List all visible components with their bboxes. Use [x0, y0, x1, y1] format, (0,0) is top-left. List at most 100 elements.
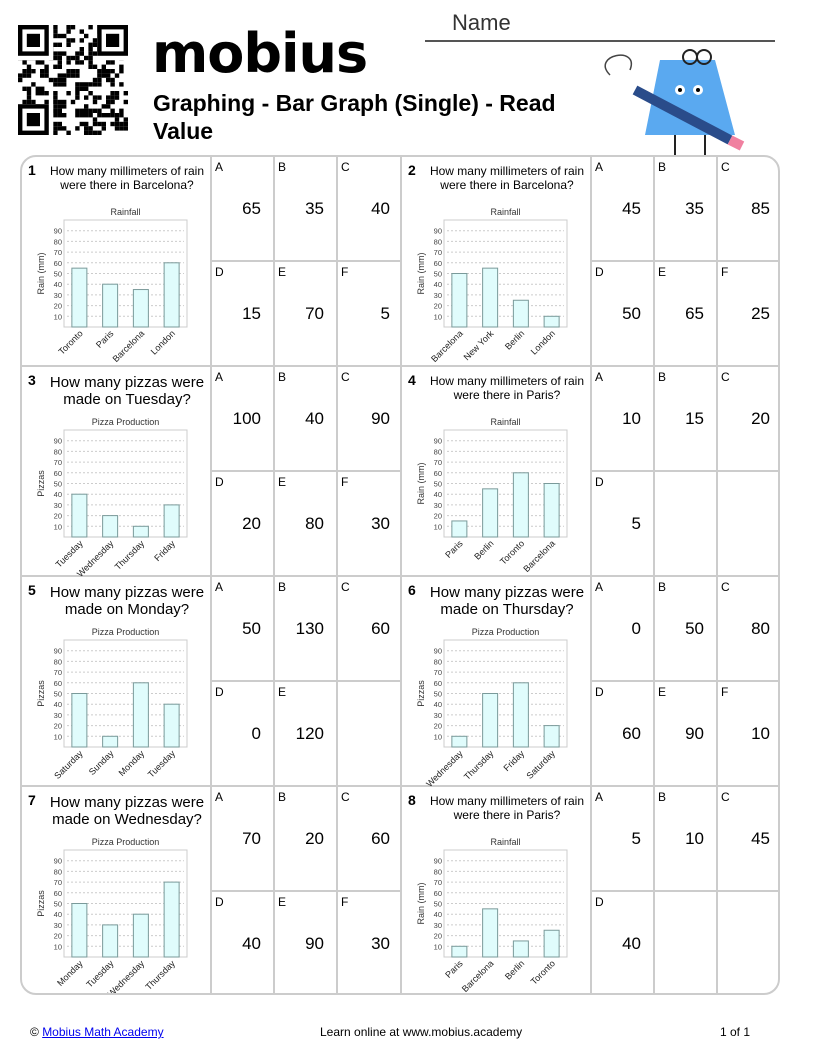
option-letter: F	[341, 895, 349, 909]
y-tick-label: 30	[434, 711, 442, 720]
answer-option-b[interactable]: B 40	[275, 367, 338, 472]
y-tick-label: 40	[54, 910, 62, 919]
answer-option-b[interactable]: B 10	[655, 787, 718, 892]
academy-link[interactable]: Mobius Math Academy	[42, 1025, 164, 1039]
question-text: How many pizzas were made on Wednesday?	[49, 794, 205, 828]
option-value: 80	[751, 619, 770, 638]
answer-option-d[interactable]: D 60	[592, 682, 655, 787]
y-tick-label: 20	[434, 932, 442, 941]
answer-option-b[interactable]: B 50	[655, 577, 718, 682]
question-panel: 3 How many pizzas were made on Tuesday? Pi…	[22, 367, 212, 577]
option-letter: A	[215, 790, 224, 804]
y-tick-label: 30	[434, 921, 442, 930]
answer-option-d[interactable]: D 20	[212, 472, 275, 577]
answer-option-f[interactable]: F 30	[338, 892, 402, 993]
answer-option-d[interactable]: D 15	[212, 262, 275, 367]
answer-option-e[interactable]: E 90	[275, 892, 338, 993]
y-axis-label: Rain (mm)	[416, 882, 426, 924]
answer-option-e[interactable]: E 70	[275, 262, 338, 367]
answer-option-a[interactable]: A 65	[212, 157, 275, 262]
answer-option-f[interactable]: F 25	[718, 262, 778, 367]
answer-option-c[interactable]: C 20	[718, 367, 778, 472]
option-letter: C	[341, 370, 350, 384]
answer-option-d[interactable]: D 40	[212, 892, 275, 993]
x-tick-label: Thursday	[462, 748, 496, 782]
option-value: 5	[631, 514, 641, 533]
option-letter: B	[658, 160, 667, 174]
option-value: 25	[751, 304, 770, 323]
answer-option-a[interactable]: A 100	[212, 367, 275, 472]
answer-option-b[interactable]: B 15	[655, 367, 718, 472]
option-value: 10	[622, 409, 641, 428]
answer-option-b[interactable]: B 130	[275, 577, 338, 682]
question-text: How many pizzas were made on Monday?	[49, 584, 205, 618]
y-tick-label: 20	[54, 932, 62, 941]
y-axis-label: Pizzas	[416, 680, 426, 707]
answer-option-e[interactable]: E 120	[275, 682, 338, 787]
bar-tuesday	[163, 703, 180, 748]
mascot-illustration	[604, 49, 745, 155]
answer-option-b[interactable]: B 35	[655, 157, 718, 262]
y-tick-label: 80	[54, 447, 62, 456]
y-tick-label: 60	[434, 259, 442, 268]
y-tick-label: 10	[434, 312, 442, 321]
option-value: 0	[251, 724, 261, 743]
answer-option-c[interactable]: C 60	[338, 577, 402, 682]
question-3: 3 How many pizzas were made on Tuesday? Pi…	[22, 367, 402, 577]
option-value: 65	[242, 199, 261, 218]
y-axis-label: Rain (mm)	[416, 462, 426, 504]
x-tick-label: Berlin	[503, 328, 526, 351]
name-field[interactable]	[425, 40, 775, 42]
answer-option-d[interactable]: D 50	[592, 262, 655, 367]
option-letter: C	[341, 790, 350, 804]
option-letter: B	[278, 370, 287, 384]
answer-options: A 70 B 20 C 60 D 40 E 90 F 30	[212, 787, 402, 993]
option-letter: C	[341, 160, 350, 174]
option-value: 70	[305, 304, 324, 323]
answer-option-d[interactable]: D 40	[592, 892, 655, 993]
answer-option-e[interactable]: E 80	[275, 472, 338, 577]
option-letter: D	[595, 895, 604, 909]
answer-option-c[interactable]: C 90	[338, 367, 402, 472]
answer-option-a[interactable]: A 45	[592, 157, 655, 262]
x-tick-label: Monday	[117, 748, 147, 778]
answer-option-e[interactable]: E 90	[655, 682, 718, 787]
x-tick-label: Tuesday	[146, 748, 178, 780]
answer-option-b[interactable]: B 35	[275, 157, 338, 262]
answer-option-a[interactable]: A 50	[212, 577, 275, 682]
answer-option-c[interactable]: C 85	[718, 157, 778, 262]
y-tick-label: 60	[54, 259, 62, 268]
y-tick-label: 40	[434, 910, 442, 919]
y-tick-label: 90	[434, 437, 442, 446]
answer-option-c[interactable]: C 80	[718, 577, 778, 682]
bar-saturday	[71, 693, 88, 748]
y-tick-label: 80	[434, 867, 442, 876]
answer-option-c[interactable]: C 40	[338, 157, 402, 262]
x-tick-label: London	[529, 328, 557, 356]
option-letter: B	[278, 160, 287, 174]
x-tick-label: Sunday	[87, 748, 116, 777]
answer-option-c[interactable]: C 45	[718, 787, 778, 892]
option-letter: F	[341, 265, 349, 279]
y-tick-label: 90	[434, 857, 442, 866]
y-tick-label: 50	[54, 270, 62, 279]
question-panel: 5 How many pizzas were made on Monday? Piz…	[22, 577, 212, 785]
answer-option-f[interactable]: F 30	[338, 472, 402, 577]
answer-option-f[interactable]: F 10	[718, 682, 778, 787]
x-tick-label: Barcelona	[460, 958, 496, 994]
x-tick-label: Toronto	[529, 958, 557, 986]
answer-option-c[interactable]: C 60	[338, 787, 402, 892]
answer-options: A 100 B 40 C 90 D 20 E 80 F 30	[212, 367, 402, 577]
answer-option-a[interactable]: A 10	[592, 367, 655, 472]
answer-option-b[interactable]: B 20	[275, 787, 338, 892]
question-5: 5 How many pizzas were made on Monday? Piz…	[22, 577, 402, 787]
answer-option-e[interactable]: E 65	[655, 262, 718, 367]
answer-option-a[interactable]: A 70	[212, 787, 275, 892]
y-tick-label: 60	[434, 889, 442, 898]
